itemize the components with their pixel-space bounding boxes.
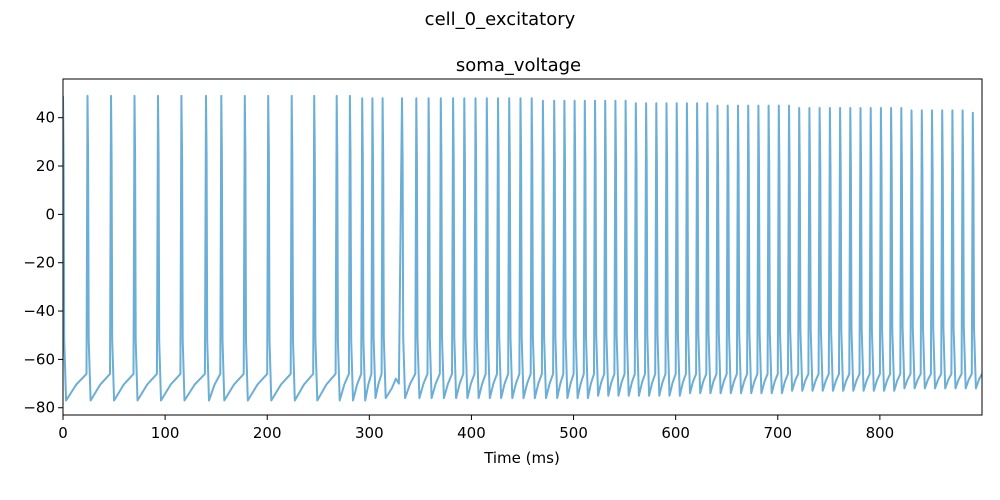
y-tick-label: 20 bbox=[36, 157, 55, 175]
y-tick-label: −80 bbox=[23, 399, 55, 417]
x-tick-label: 400 bbox=[457, 424, 486, 442]
plot-area bbox=[62, 78, 983, 416]
x-tick-label: 800 bbox=[866, 424, 895, 442]
x-tick-label: 700 bbox=[763, 424, 792, 442]
x-tick-label: 200 bbox=[253, 424, 282, 442]
y-tick-label: −20 bbox=[23, 254, 55, 272]
y-tick-label: −40 bbox=[23, 302, 55, 320]
y-tick-label: −60 bbox=[23, 350, 55, 368]
y-tick-label: 0 bbox=[45, 205, 55, 223]
series-line-soma-voltage bbox=[63, 94, 982, 402]
x-tick-label: 600 bbox=[661, 424, 690, 442]
x-axis-label: Time (ms) bbox=[483, 449, 560, 467]
chart-title: soma_voltage bbox=[456, 55, 581, 76]
x-axis: 0 100 200 300 400 500 600 700 800 bbox=[58, 415, 894, 442]
y-tick-label: 40 bbox=[36, 109, 55, 127]
x-tick-label: 100 bbox=[151, 424, 180, 442]
y-axis: −80 −60 −40 −20 0 20 40 bbox=[23, 109, 63, 417]
plot-frame bbox=[62, 78, 983, 416]
x-tick-label: 300 bbox=[355, 424, 384, 442]
x-tick-label: 0 bbox=[58, 424, 68, 442]
figure-suptitle: cell_0_excitatory bbox=[425, 9, 576, 30]
x-tick-label: 500 bbox=[559, 424, 588, 442]
